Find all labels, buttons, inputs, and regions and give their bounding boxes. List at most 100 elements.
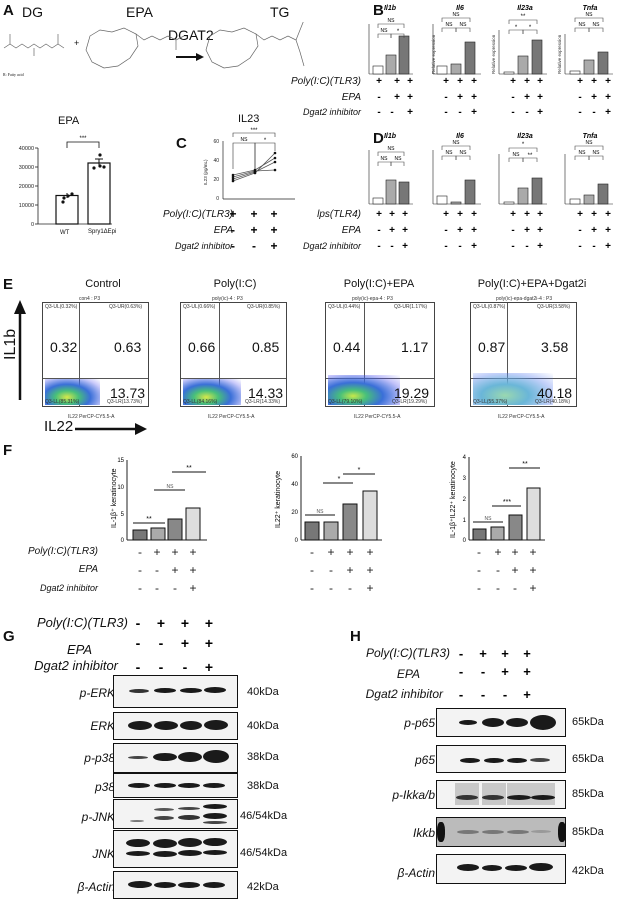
- svg-text:IL-1β⁺IL22⁺ keratinocyte: IL-1β⁺IL22⁺ keratinocyte: [450, 461, 457, 538]
- svg-text:-: -: [578, 92, 581, 103]
- gate-ur: Q3-UR(0.85%): [247, 304, 281, 310]
- il22-axis-arrow: [75, 423, 147, 435]
- svg-text:5: 5: [121, 512, 125, 518]
- svg-text:NS: NS: [593, 22, 601, 28]
- svg-text:60: 60: [291, 454, 298, 460]
- svg-text:-: -: [155, 563, 159, 577]
- svg-text:+: +: [402, 209, 408, 220]
- q-ur: 0.85: [252, 339, 280, 355]
- svg-text:+: +: [591, 76, 597, 87]
- svg-text:NS: NS: [579, 150, 587, 156]
- svg-text:***: ***: [503, 499, 511, 506]
- svg-text:-: -: [138, 563, 142, 577]
- svg-text:NS: NS: [593, 150, 601, 156]
- gate-ul: Q3-UL(0.66%): [183, 304, 216, 310]
- svg-text:-: -: [138, 545, 142, 559]
- svg-text:-: -: [329, 563, 333, 577]
- flow-x-channel: IL22 PerCP-CY5.5-A: [68, 414, 115, 420]
- reaction-arrow-head: [196, 53, 204, 61]
- epa-bar-chart: 0 10000 20000 30000 40000 ***: [19, 136, 112, 228]
- q-ul: 0.66: [188, 339, 216, 355]
- svg-text:+: +: [501, 646, 509, 661]
- svg-text:+: +: [537, 209, 543, 220]
- flow-box: 0.66 0.85 14.33 Q3-UL(0.66%) Q3-UR(0.85%…: [180, 302, 287, 407]
- svg-text:+: +: [471, 107, 477, 118]
- svg-text:-: -: [377, 92, 380, 103]
- svg-text:+: +: [376, 209, 382, 220]
- svg-text:+: +: [591, 92, 597, 103]
- h-blot-label: p-Ikka/b: [392, 788, 435, 802]
- b-row-poly: Poly(I:C)(TLR3): [290, 76, 361, 87]
- h-blot-label: p-p65: [404, 716, 435, 730]
- flow-box: 0.32 0.63 13.73 Q3-UL(0.32%) Q3-UR(0.63%…: [42, 302, 149, 407]
- svg-text:0: 0: [295, 538, 299, 542]
- svg-text:+: +: [270, 207, 277, 221]
- svg-text:NS: NS: [453, 12, 461, 18]
- svg-text:+: +: [389, 225, 395, 236]
- flow-title: Poly(I:C)+EPA+Dgat2i: [477, 278, 587, 290]
- svg-text:NS: NS: [586, 140, 594, 146]
- svg-text:-: -: [578, 107, 581, 118]
- h-blot-label: β-Actin: [397, 866, 435, 880]
- flow-sample: poly(ic)-epa-dgat2i-4 : P3: [496, 296, 553, 302]
- svg-text:+: +: [529, 563, 536, 577]
- svg-text:0: 0: [121, 538, 125, 542]
- svg-text:+: +: [605, 209, 611, 220]
- blot-p38: [113, 773, 238, 798]
- svg-text:Il1b: Il1b: [384, 5, 397, 12]
- svg-text:-: -: [136, 615, 141, 631]
- svg-text:-: -: [477, 563, 481, 577]
- g-kda: 46/54kDa: [240, 847, 288, 859]
- panel-letter-c: C: [176, 135, 187, 152]
- svg-text:-: -: [136, 635, 141, 651]
- svg-text:NS: NS: [241, 137, 249, 143]
- gate-ll: Q3-LL(55.37%): [473, 399, 508, 405]
- svg-text:40000: 40000: [19, 146, 34, 152]
- svg-text:+: +: [501, 664, 509, 679]
- svg-text:*: *: [515, 25, 518, 31]
- c-title: IL23: [238, 113, 260, 125]
- svg-text:-: -: [159, 635, 164, 651]
- svg-text:+: +: [511, 545, 518, 559]
- panel-letter-a: A: [3, 2, 14, 19]
- svg-text:-: -: [136, 659, 141, 675]
- g-kda: 46/54kDa: [240, 810, 288, 822]
- c-row-dgat2: Dgat2 inhibitor: [174, 241, 233, 251]
- svg-text:NS: NS: [381, 28, 389, 34]
- svg-text:+: +: [189, 563, 196, 577]
- panel-letter-f: F: [3, 442, 13, 459]
- g-blot-label: ERK: [90, 719, 115, 733]
- svg-text:+: +: [394, 76, 400, 87]
- svg-text:+: +: [537, 225, 543, 236]
- flow-box: 0.87 3.58 40.18 Q3-UL(0.87%) Q3-UR(3.58%…: [470, 302, 577, 407]
- svg-text:30000: 30000: [19, 165, 34, 171]
- svg-text:Il6: Il6: [456, 133, 464, 140]
- b-il23a: *** *: [498, 14, 547, 75]
- svg-text:NS: NS: [513, 152, 521, 158]
- panel-letter-e: E: [3, 276, 14, 293]
- svg-text:10000: 10000: [19, 203, 34, 209]
- svg-text:+: +: [524, 209, 530, 220]
- svg-text:+: +: [471, 209, 477, 220]
- b-row-epa: EPA: [341, 92, 361, 103]
- d-row-lps: lps(TLR4): [317, 209, 361, 220]
- f-row-poly: Poly(I:C)(TLR3): [27, 546, 98, 557]
- gate-ul: Q3-UL(0.32%): [45, 304, 78, 310]
- blot-p65: [436, 745, 566, 773]
- panel-letter-b: B: [373, 2, 384, 19]
- cat-spry1: Spry1ΔEpi: [88, 229, 117, 235]
- svg-text:NS: NS: [485, 516, 493, 522]
- flow-title: Control: [85, 278, 121, 290]
- svg-text:+: +: [605, 107, 611, 118]
- flow-sample: con4 : P3: [79, 296, 101, 302]
- svg-text:+: +: [457, 76, 463, 87]
- svg-text:-: -: [377, 241, 380, 252]
- svg-text:-: -: [444, 241, 447, 252]
- blot-p-erk: [113, 675, 238, 708]
- svg-text:-: -: [377, 225, 380, 236]
- svg-text:NS: NS: [579, 22, 587, 28]
- svg-text:-: -: [231, 223, 235, 237]
- svg-text:+: +: [605, 76, 611, 87]
- svg-text:-: -: [513, 581, 517, 595]
- blot-ikkb: [436, 817, 566, 847]
